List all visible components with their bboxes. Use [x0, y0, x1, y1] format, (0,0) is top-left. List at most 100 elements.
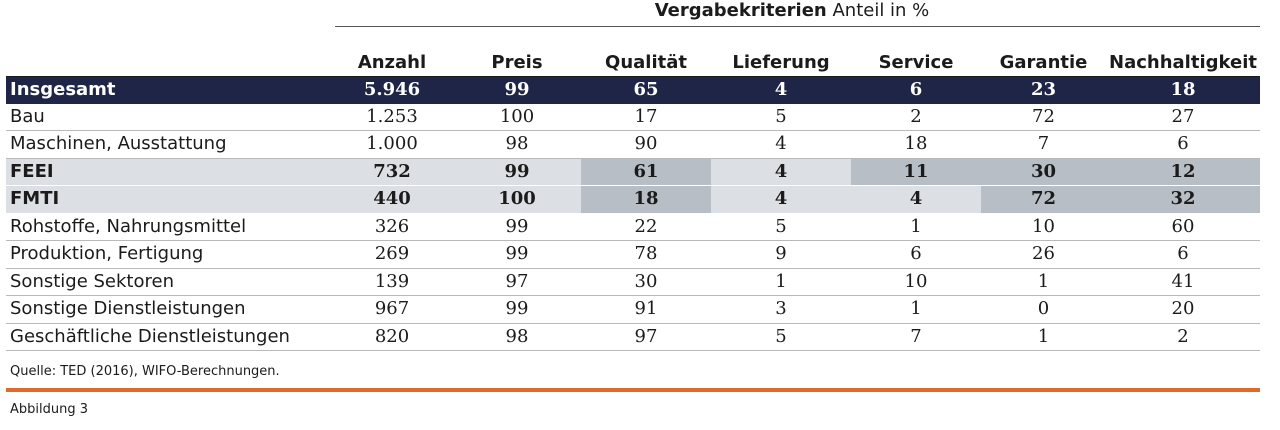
cell: 30 — [981, 158, 1106, 186]
header-lieferung: Lieferung — [711, 48, 851, 77]
cell: 326 — [331, 213, 453, 241]
cell: 1 — [851, 295, 981, 324]
cell: 5 — [711, 213, 851, 241]
title-rest: Anteil in % — [826, 0, 930, 21]
cell: 0 — [981, 295, 1106, 324]
cell: 72 — [981, 185, 1106, 214]
cell: 5 — [711, 103, 851, 131]
header-qualitaet: Qualität — [581, 48, 711, 77]
cell: 6 — [851, 240, 981, 269]
cell: 26 — [981, 240, 1106, 269]
cell: 1 — [851, 213, 981, 241]
table-row-highlight: FEEI 732 99 61 4 11 30 12 — [6, 158, 1260, 186]
table-row: Maschinen, Ausstattung 1.000 98 90 4 18 … — [6, 130, 1260, 159]
cell: 4 — [711, 185, 851, 214]
table-row: Bau 1.253 100 17 5 2 72 27 — [6, 103, 1260, 131]
cell: 99 — [453, 213, 581, 241]
header-garantie: Garantie — [981, 48, 1106, 77]
cell: 20 — [1106, 295, 1260, 324]
row-label: Sonstige Sektoren — [6, 268, 331, 296]
cell: 7 — [851, 323, 981, 351]
cell: 65 — [581, 76, 711, 104]
header-preis: Preis — [453, 48, 581, 77]
cell: 27 — [1106, 103, 1260, 131]
cell: 11 — [851, 158, 981, 186]
cell: 22 — [581, 213, 711, 241]
cell: 269 — [331, 240, 453, 269]
cell: 99 — [453, 76, 581, 104]
header-row: Anzahl Preis Qualität Lieferung Service … — [6, 48, 1260, 77]
row-label: Geschäftliche Dienstleistungen — [6, 323, 331, 351]
cell: 100 — [453, 103, 581, 131]
cell: 1 — [981, 268, 1106, 296]
cell: 99 — [453, 158, 581, 186]
cell: 4 — [711, 76, 851, 104]
cell: 18 — [851, 130, 981, 159]
table-title: Vergabekriterien Anteil in % — [546, 0, 1038, 22]
row-label: FEEI — [6, 158, 331, 186]
cell: 18 — [581, 185, 711, 214]
cell: 6 — [851, 76, 981, 104]
cell: 4 — [711, 130, 851, 159]
cell: 3 — [711, 295, 851, 324]
row-label: Insgesamt — [6, 76, 331, 104]
row-label: FMTI — [6, 185, 331, 214]
header-anzahl: Anzahl — [331, 48, 453, 77]
cell: 5 — [711, 323, 851, 351]
title-divider — [335, 26, 1260, 27]
title-bold: Vergabekriterien — [654, 0, 827, 21]
cell: 10 — [851, 268, 981, 296]
cell: 12 — [1106, 158, 1260, 186]
header-label — [6, 48, 331, 77]
cell: 90 — [581, 130, 711, 159]
cell: 1 — [981, 323, 1106, 351]
header-service: Service — [851, 48, 981, 77]
cell: 91 — [581, 295, 711, 324]
row-label: Produktion, Fertigung — [6, 240, 331, 269]
cell: 732 — [331, 158, 453, 186]
table-row: Sonstige Sektoren 139 97 30 1 10 1 41 — [6, 268, 1260, 296]
cell: 2 — [1106, 323, 1260, 351]
table-row: Sonstige Dienstleistungen 967 99 91 3 1 … — [6, 295, 1260, 324]
figure-caption: Abbildung 3 — [10, 402, 89, 417]
cell: 1.000 — [331, 130, 453, 159]
cell: 139 — [331, 268, 453, 296]
cell: 41 — [1106, 268, 1260, 296]
cell: 32 — [1106, 185, 1260, 214]
table-row: Geschäftliche Dienstleistungen 820 98 97… — [6, 323, 1260, 351]
criteria-table: Anzahl Preis Qualität Lieferung Service … — [6, 48, 1260, 351]
cell: 440 — [331, 185, 453, 214]
cell: 2 — [851, 103, 981, 131]
cell: 17 — [581, 103, 711, 131]
cell: 18 — [1106, 76, 1260, 104]
source-note: Quelle: TED (2016), WIFO-Berechnungen. — [10, 364, 280, 379]
cell: 6 — [1106, 240, 1260, 269]
cell: 61 — [581, 158, 711, 186]
row-label: Bau — [6, 103, 331, 131]
table-row-highlight: FMTI 440 100 18 4 4 72 32 — [6, 185, 1260, 214]
cell: 10 — [981, 213, 1106, 241]
cell: 4 — [851, 185, 981, 214]
header-nachhaltigkeit: Nachhaltigkeit — [1106, 48, 1260, 77]
cell: 97 — [453, 268, 581, 296]
cell: 1 — [711, 268, 851, 296]
cell: 820 — [331, 323, 453, 351]
table-row: Insgesamt 5.946 99 65 4 6 23 18 — [6, 76, 1260, 104]
row-label: Sonstige Dienstleistungen — [6, 295, 331, 324]
accent-divider — [6, 388, 1260, 392]
cell: 98 — [453, 130, 581, 159]
cell: 1.253 — [331, 103, 453, 131]
cell: 99 — [453, 295, 581, 324]
cell: 60 — [1106, 213, 1260, 241]
cell: 78 — [581, 240, 711, 269]
cell: 30 — [581, 268, 711, 296]
cell: 967 — [331, 295, 453, 324]
cell: 6 — [1106, 130, 1260, 159]
cell: 100 — [453, 185, 581, 214]
row-label: Maschinen, Ausstattung — [6, 130, 331, 159]
cell: 7 — [981, 130, 1106, 159]
cell: 9 — [711, 240, 851, 269]
cell: 99 — [453, 240, 581, 269]
cell: 5.946 — [331, 76, 453, 104]
table-row: Rohstoffe, Nahrungsmittel 326 99 22 5 1 … — [6, 213, 1260, 241]
